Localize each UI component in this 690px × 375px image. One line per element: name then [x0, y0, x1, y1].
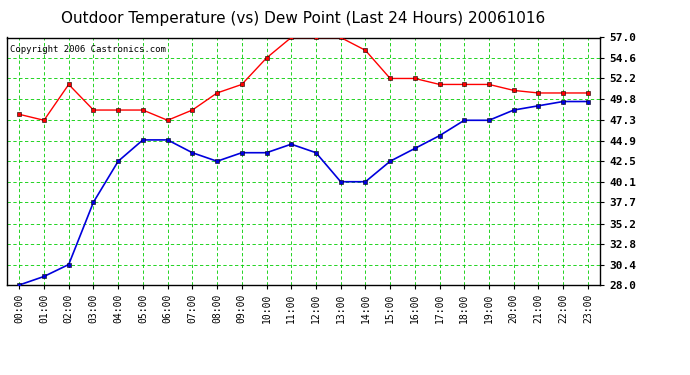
- Text: Copyright 2006 Castronics.com: Copyright 2006 Castronics.com: [10, 45, 166, 54]
- Text: Outdoor Temperature (vs) Dew Point (Last 24 Hours) 20061016: Outdoor Temperature (vs) Dew Point (Last…: [61, 11, 546, 26]
